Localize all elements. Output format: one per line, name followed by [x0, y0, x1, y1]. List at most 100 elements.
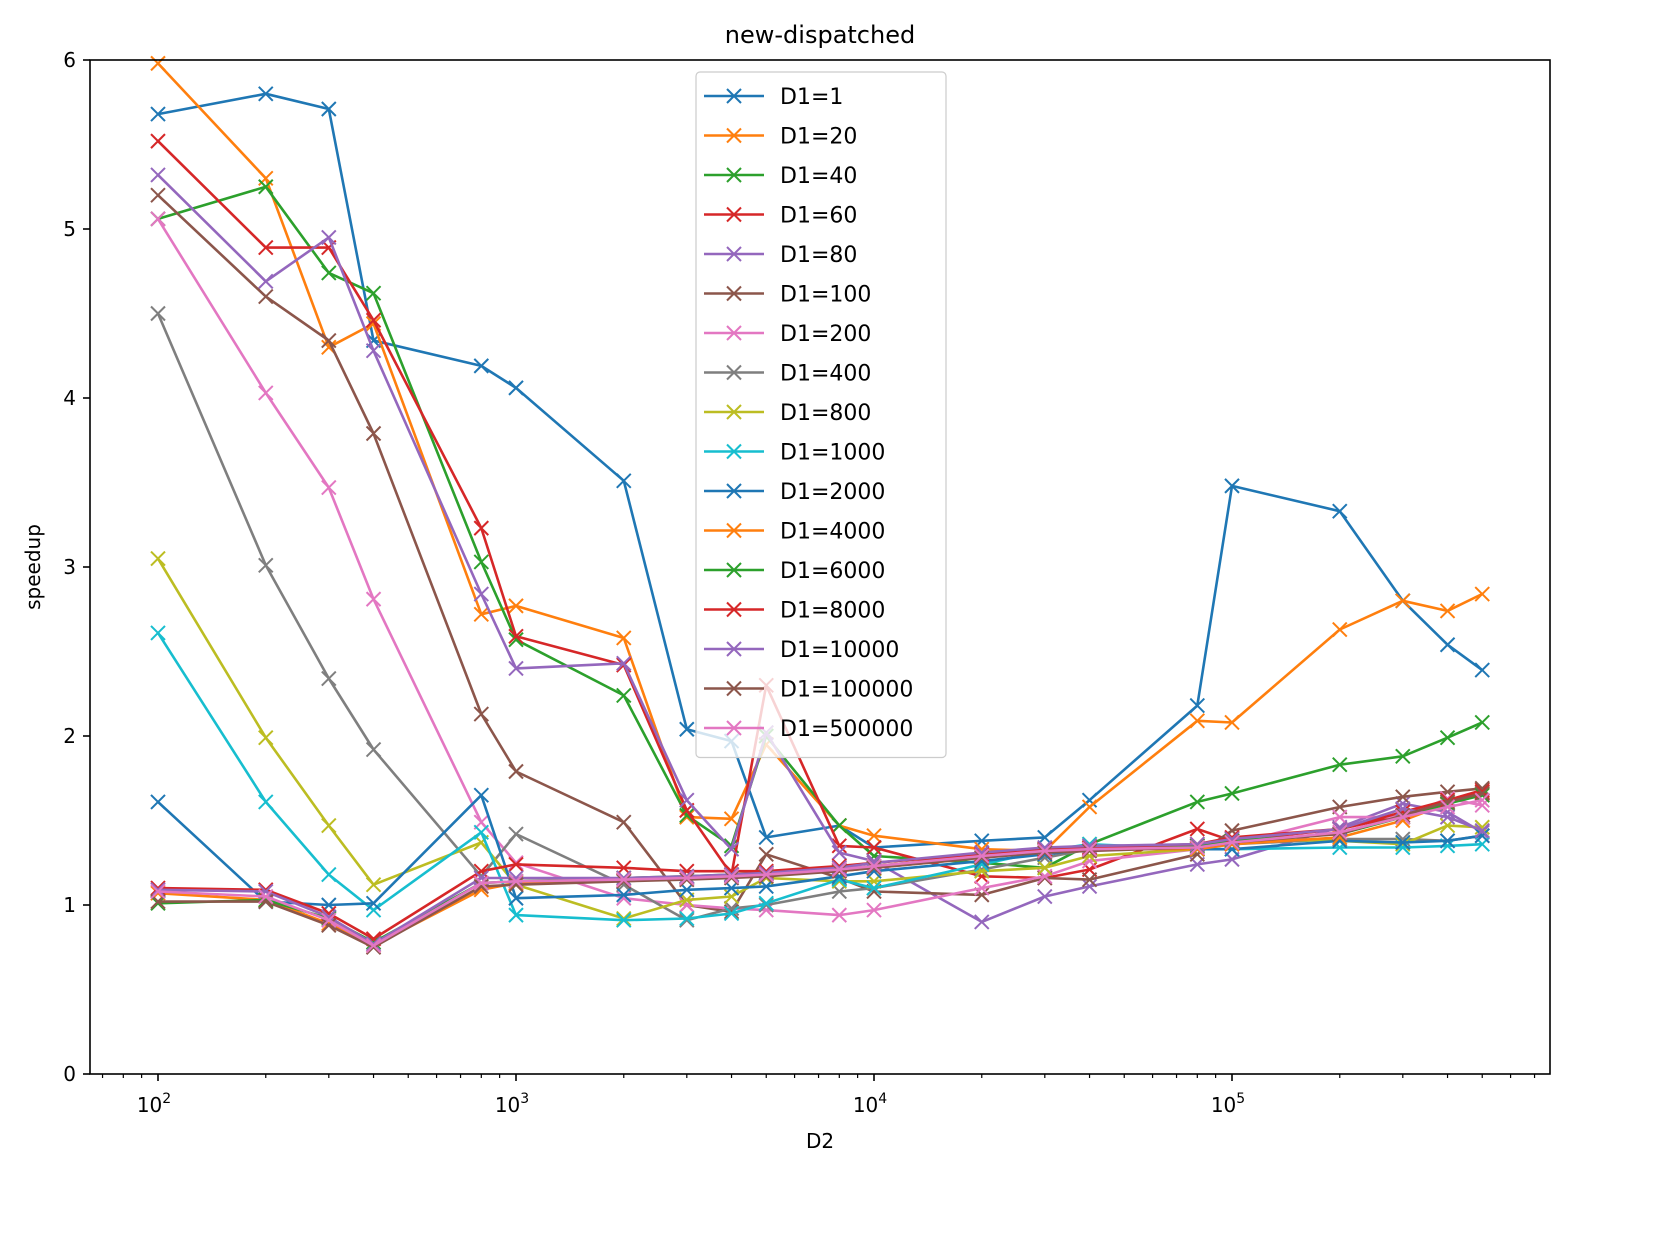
data-point: [321, 265, 337, 281]
data-point: [258, 557, 274, 574]
legend-item: D1=200: [704, 322, 871, 347]
x-tick-base: 10: [137, 1093, 162, 1117]
legend-item: D1=500000: [704, 717, 913, 742]
data-point: [150, 133, 166, 149]
data-point: [365, 591, 382, 607]
x-tick-exponent: 5: [1236, 1091, 1245, 1107]
data-point: [1332, 826, 1348, 842]
data-point: [1037, 844, 1053, 861]
data-point: [1037, 843, 1053, 859]
data-point: [365, 425, 382, 442]
x-axis: 102 103 104 105: [101, 1074, 1536, 1117]
data-point: [974, 914, 990, 930]
data-point: [150, 882, 166, 898]
data-point: [1037, 860, 1053, 876]
legend-item: D1=80: [704, 243, 857, 268]
data-point: [1439, 833, 1456, 849]
data-point: [1189, 839, 1206, 856]
data-point: [1189, 821, 1206, 837]
data-point: [831, 863, 848, 879]
data-point: [1395, 593, 1411, 609]
data-point: [365, 937, 382, 954]
data-point: [1474, 785, 1490, 802]
data-point: [150, 794, 166, 810]
data-point: [258, 239, 274, 256]
legend-label: D1=200: [780, 322, 871, 347]
data-point: [258, 273, 274, 290]
data-point: [258, 86, 274, 102]
data-point: [365, 902, 382, 918]
data-point: [508, 855, 524, 871]
data-point: [831, 861, 848, 878]
data-point: [1395, 834, 1411, 851]
legend-item: D1=800: [704, 401, 871, 426]
legend-item: D1=2000: [704, 480, 885, 505]
data-point: [1439, 603, 1456, 619]
data-point: [321, 917, 337, 933]
legend-item: D1=10000: [704, 638, 899, 663]
data-point: [365, 877, 382, 893]
data-point: [831, 907, 848, 923]
data-point: [1474, 714, 1490, 731]
data-point: [321, 332, 337, 349]
data-point: [758, 846, 774, 863]
data-point: [974, 849, 990, 866]
legend-item: D1=40: [704, 164, 857, 189]
data-point: [365, 342, 382, 359]
data-point: [1474, 828, 1490, 844]
x-tick-base: 10: [853, 1093, 878, 1117]
data-point: [679, 809, 695, 825]
data-point: [1332, 824, 1348, 841]
data-point: [473, 358, 490, 374]
data-point: [758, 868, 774, 884]
data-point: [1189, 713, 1206, 729]
legend-label: D1=8000: [780, 599, 885, 624]
legend-label: D1=100000: [780, 678, 913, 703]
data-point: [1081, 799, 1098, 815]
x-tick-label: 105: [1211, 1091, 1245, 1117]
legend: D1=1 D1=20 D1=40 D1=60 D1=80 D1=100 D1=200 D1=4…: [695, 71, 947, 759]
legend-label: D1=20: [780, 125, 857, 150]
data-point: [679, 870, 695, 886]
legend-label: D1=10000: [780, 638, 899, 663]
x-tick-label: 102: [137, 1091, 171, 1117]
series-layer: [150, 55, 1490, 955]
data-point: [365, 285, 382, 301]
data-point: [974, 880, 990, 896]
legend-marker: [726, 364, 742, 381]
data-point: [1332, 757, 1348, 773]
data-point: [758, 866, 774, 883]
legend-marker: [726, 404, 742, 420]
data-point: [473, 520, 490, 536]
data-point: [1081, 871, 1098, 888]
data-point: [508, 631, 524, 648]
data-point: [831, 838, 848, 854]
data-point: [1395, 748, 1411, 764]
data-point: [758, 897, 774, 913]
y-tick-label: 5: [63, 217, 76, 241]
y-tick-label: 2: [63, 724, 76, 748]
data-point: [1474, 662, 1490, 678]
data-point: [1081, 841, 1098, 857]
data-point: [723, 841, 740, 857]
legend-marker: [726, 246, 742, 262]
data-point: [365, 741, 382, 758]
data-point: [723, 868, 740, 884]
data-point: [866, 902, 882, 918]
legend-marker: [726, 483, 742, 499]
legend-marker: [726, 206, 742, 223]
data-point: [473, 606, 490, 623]
data-point: [1439, 799, 1456, 815]
data-point: [616, 873, 632, 890]
data-point: [321, 670, 337, 687]
data-point: [679, 910, 695, 927]
data-point: [1332, 503, 1348, 519]
legend-label: D1=800: [780, 401, 871, 426]
legend-label: D1=80: [780, 243, 857, 268]
data-point: [258, 888, 274, 905]
y-tick-label: 6: [63, 48, 76, 72]
data-point: [150, 187, 166, 203]
data-point: [679, 807, 695, 824]
data-point: [258, 179, 274, 195]
data-point: [616, 655, 632, 672]
